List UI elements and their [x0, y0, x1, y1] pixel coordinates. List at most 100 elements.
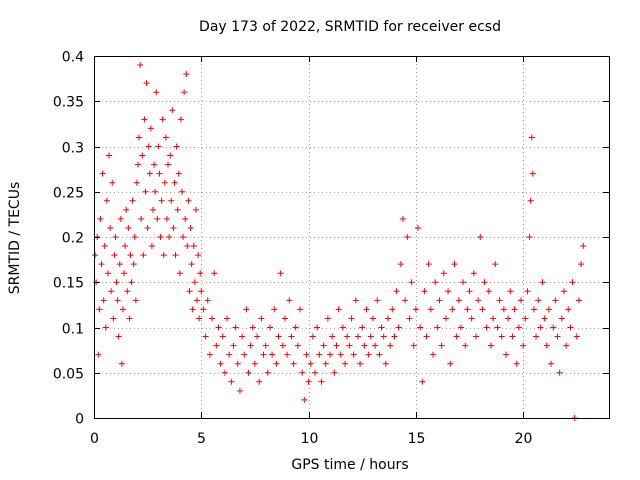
data-point — [380, 333, 387, 340]
data-point — [509, 333, 516, 340]
data-point — [96, 306, 103, 313]
data-point — [153, 89, 160, 96]
data-point — [160, 252, 167, 259]
data-point — [147, 125, 154, 132]
data-point — [518, 297, 525, 304]
data-point — [421, 288, 428, 295]
data-point — [124, 288, 131, 295]
data-point — [183, 71, 190, 78]
data-point — [415, 224, 422, 231]
data-point — [277, 270, 284, 277]
data-point — [116, 261, 123, 268]
data-point — [126, 315, 133, 322]
data-point — [111, 252, 118, 259]
data-point — [176, 270, 183, 277]
data-point — [487, 342, 494, 349]
data-point — [335, 306, 342, 313]
data-point — [309, 333, 316, 340]
data-point — [154, 215, 161, 222]
data-point — [109, 179, 116, 186]
data-point — [142, 188, 149, 195]
data-point — [232, 324, 239, 331]
data-point — [288, 333, 295, 340]
data-point — [333, 342, 340, 349]
data-point — [462, 342, 469, 349]
data-point — [554, 333, 561, 340]
data-point — [527, 197, 534, 204]
data-point — [537, 324, 544, 331]
x-tick-label: 0 — [90, 431, 99, 447]
data-point — [533, 333, 540, 340]
data-point — [376, 351, 383, 358]
data-point — [417, 324, 424, 331]
data-point — [384, 315, 391, 322]
data-point — [99, 170, 106, 177]
data-point — [346, 342, 353, 349]
data-point — [221, 369, 228, 376]
data-point — [217, 360, 224, 367]
data-point — [165, 161, 172, 168]
data-point — [324, 315, 331, 322]
data-point — [481, 279, 488, 286]
data-point — [541, 315, 548, 322]
data-point — [350, 351, 357, 358]
data-point — [155, 143, 162, 150]
data-point — [196, 315, 203, 322]
data-point — [391, 333, 398, 340]
data-point — [367, 333, 374, 340]
data-point — [175, 170, 182, 177]
data-point — [194, 297, 200, 304]
y-tick-label: 0.1 — [62, 322, 84, 338]
data-point — [169, 107, 176, 114]
data-point — [150, 206, 157, 213]
x-axis-label: GPS time / hours — [291, 457, 408, 473]
data-point — [204, 297, 211, 304]
data-point — [438, 342, 445, 349]
data-point — [177, 116, 184, 123]
data-point — [172, 252, 179, 259]
data-point — [436, 297, 443, 304]
data-point — [284, 351, 291, 358]
data-point — [281, 315, 288, 322]
data-point — [503, 351, 509, 358]
data-point — [322, 360, 329, 367]
data-point — [185, 197, 192, 204]
data-point — [567, 324, 574, 331]
data-point — [573, 333, 580, 340]
y-tick-label: 0 — [75, 412, 84, 428]
data-point — [139, 152, 146, 159]
data-point — [219, 333, 226, 340]
data-point — [130, 261, 137, 268]
data-point — [548, 360, 555, 367]
data-point — [190, 243, 197, 250]
data-point — [122, 243, 129, 250]
data-point — [243, 306, 250, 313]
data-point — [558, 315, 565, 322]
data-point — [95, 351, 102, 358]
data-point — [369, 315, 376, 322]
data-point — [163, 215, 170, 222]
data-point — [200, 306, 207, 313]
data-point — [466, 288, 473, 295]
data-point — [198, 288, 205, 295]
data-point — [161, 179, 168, 186]
data-point — [197, 270, 204, 277]
data-point — [136, 134, 143, 141]
chart-title: Day 173 of 2022, SRMTID for receiver ecs… — [199, 19, 501, 35]
data-point — [234, 360, 241, 367]
data-point — [470, 270, 477, 277]
data-point — [106, 152, 113, 159]
data-point — [563, 342, 570, 349]
data-point — [127, 252, 134, 259]
data-point — [132, 297, 139, 304]
data-point — [477, 234, 484, 240]
data-point — [434, 324, 441, 331]
data-point — [535, 297, 542, 304]
data-point — [485, 288, 492, 295]
y-tick-label: 0.05 — [53, 367, 84, 383]
data-point — [247, 342, 254, 349]
data-point — [515, 324, 522, 331]
data-point — [479, 306, 486, 313]
data-point — [181, 89, 188, 96]
